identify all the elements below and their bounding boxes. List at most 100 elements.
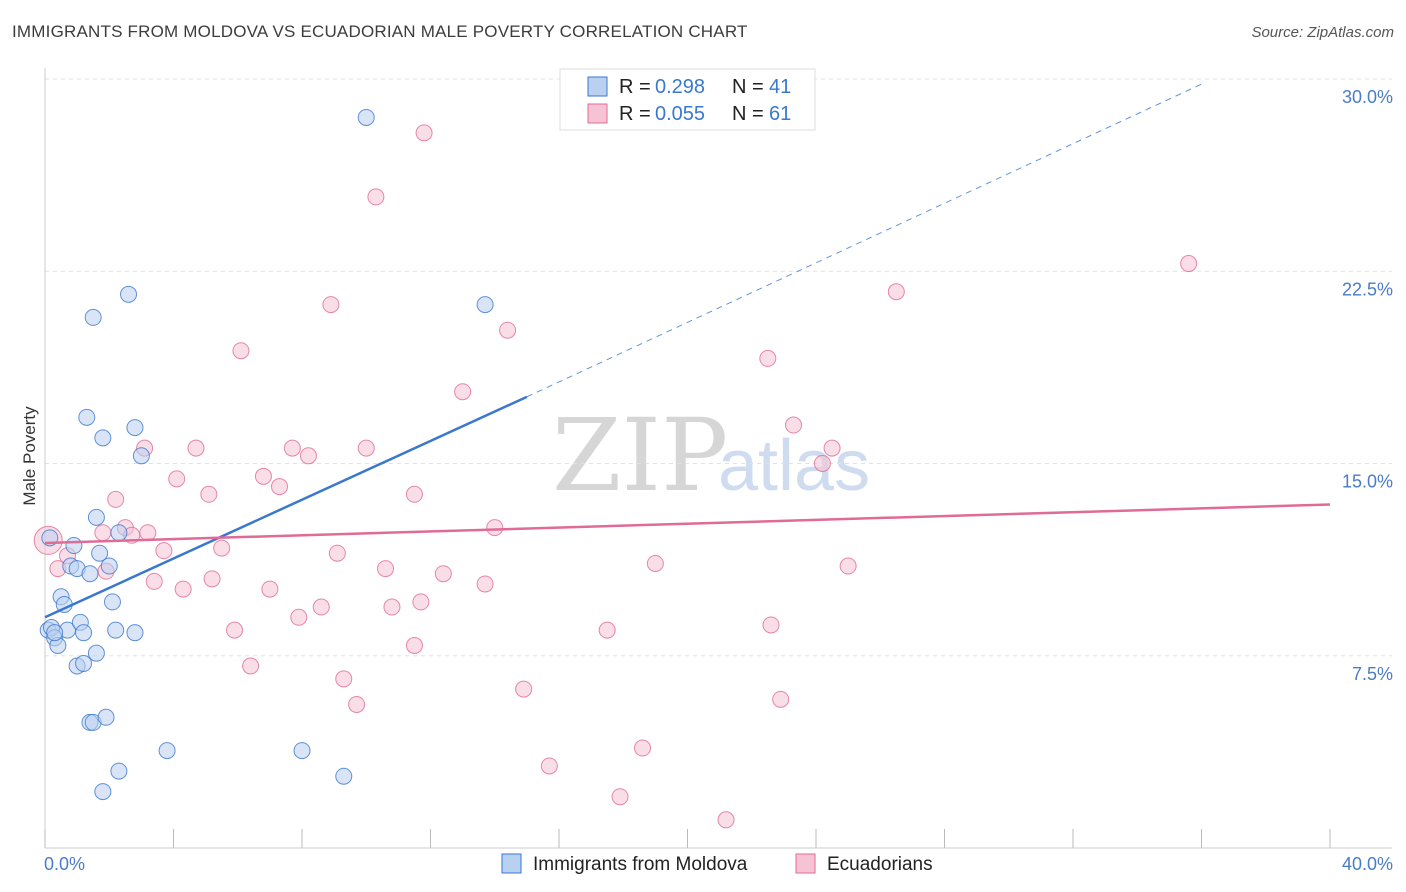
legend-n-label: N = bbox=[732, 76, 764, 98]
ecuadorian-point bbox=[322, 296, 340, 314]
moldova-point bbox=[158, 742, 176, 760]
moldova-point bbox=[126, 419, 144, 437]
bottom-legend-moldova: Immigrants from Moldova bbox=[533, 854, 748, 875]
ecuadorian-point bbox=[646, 554, 664, 572]
moldova-point bbox=[81, 565, 99, 583]
moldova-point bbox=[65, 537, 83, 555]
moldova-point bbox=[100, 557, 118, 575]
axes bbox=[44, 68, 1392, 849]
x-tick-label: 0.0% bbox=[44, 854, 85, 874]
ecuadorian-point bbox=[232, 342, 250, 360]
moldova-point bbox=[87, 644, 105, 662]
ecuadorian-point bbox=[412, 593, 430, 611]
watermark: ZIP atlas bbox=[552, 397, 870, 514]
ecuadorian-point bbox=[377, 560, 395, 578]
moldova-point bbox=[94, 429, 112, 447]
ecuadorian-point bbox=[598, 621, 616, 639]
moldova-trend-extension bbox=[526, 83, 1202, 398]
ecuadorian-point bbox=[839, 557, 857, 575]
legend-swatch-blue bbox=[587, 76, 608, 97]
ecuadorian-point bbox=[634, 739, 652, 757]
ecuadorian-point bbox=[823, 439, 841, 457]
ecuadorian-point bbox=[213, 539, 231, 557]
watermark-zip: ZIP bbox=[552, 397, 728, 514]
ecuadorian-point bbox=[405, 485, 423, 503]
ecuadorian-point bbox=[203, 570, 221, 588]
moldova-point bbox=[87, 508, 105, 526]
x-tick-labels: 0.0% 40.0% bbox=[44, 854, 1393, 874]
moldova-point bbox=[335, 767, 353, 785]
ecuadorian-point bbox=[261, 580, 279, 598]
ecuadorian-point bbox=[139, 524, 157, 542]
ecuadorian-point bbox=[174, 580, 192, 598]
legend-n-value: 61 bbox=[769, 103, 791, 125]
ecuadorian-point bbox=[348, 695, 366, 713]
moldova-point bbox=[126, 624, 144, 642]
grid bbox=[45, 78, 1392, 657]
bottom-legend: Immigrants from Moldova Ecuadorians bbox=[501, 853, 933, 875]
y-tick-label: 7.5% bbox=[1352, 664, 1393, 684]
ecuadorian-point bbox=[515, 680, 533, 698]
ecuadorian-point bbox=[887, 283, 905, 301]
legend-r-value: 0.055 bbox=[655, 103, 705, 125]
legend-r-label: R = bbox=[619, 103, 651, 125]
legend-swatch-pink bbox=[587, 103, 608, 124]
ecuadorian-point bbox=[415, 124, 433, 142]
y-axis-label: Male Poverty bbox=[20, 406, 39, 506]
moldova-point bbox=[75, 654, 93, 672]
legend: R = 0.298 N = 41 R = 0.055 N = 61 bbox=[559, 68, 816, 131]
ecuadorian-point bbox=[759, 349, 777, 367]
ecuadorian-point bbox=[335, 670, 353, 688]
ecuadorian-point bbox=[367, 188, 385, 206]
y-tick-label: 22.5% bbox=[1342, 279, 1393, 299]
chart-title: IMMIGRANTS FROM MOLDOVA VS ECUADORIAN MA… bbox=[12, 22, 748, 41]
ecuadorian-point bbox=[357, 439, 375, 457]
source-label: Source: ZipAtlas.com bbox=[1251, 24, 1394, 41]
moldova-point bbox=[110, 524, 128, 542]
moldova-point bbox=[120, 285, 138, 303]
ecuadorian-point bbox=[283, 439, 301, 457]
moldova-point bbox=[94, 783, 112, 801]
ecuadorian-point bbox=[434, 565, 452, 583]
ecuadorian-point bbox=[540, 757, 558, 775]
ecuadorian-point bbox=[226, 621, 244, 639]
ecuadorian-point bbox=[1180, 255, 1198, 273]
ecuadorian-point bbox=[611, 788, 629, 806]
ecuadorian-point bbox=[476, 575, 494, 593]
moldova-point bbox=[476, 296, 494, 314]
bottom-legend-swatch-blue bbox=[501, 853, 522, 874]
trend-lines bbox=[44, 83, 1331, 619]
moldova-point bbox=[97, 708, 115, 726]
ecuadorian-point bbox=[168, 470, 186, 488]
ecuadorian-point bbox=[155, 542, 173, 560]
ecuadorian-point bbox=[200, 485, 218, 503]
ecuadorian-point bbox=[785, 416, 803, 434]
legend-r-label: R = bbox=[619, 76, 651, 98]
bottom-legend-swatch-pink bbox=[795, 853, 816, 874]
legend-n-value: 41 bbox=[769, 76, 791, 98]
legend-r-value: 0.298 bbox=[655, 76, 705, 98]
moldova-point bbox=[107, 621, 125, 639]
ecuadorian-point bbox=[254, 467, 272, 485]
moldova-point bbox=[84, 308, 102, 326]
ecuadorian-point bbox=[383, 598, 401, 616]
ecuadorian-point bbox=[271, 478, 289, 496]
ecuadorian-point bbox=[405, 636, 423, 654]
moldova-point bbox=[357, 108, 375, 126]
ecuadorian-point bbox=[717, 811, 735, 829]
x-tick-label: 40.0% bbox=[1342, 854, 1393, 874]
ecuadorian-trend-line bbox=[44, 503, 1331, 545]
moldova-point bbox=[110, 762, 128, 780]
y-tick-labels: 7.5% 15.0% 22.5% 30.0% bbox=[1342, 87, 1393, 684]
moldova-point bbox=[293, 742, 311, 760]
ecuadorian-point bbox=[499, 321, 517, 339]
moldova-point bbox=[91, 544, 109, 562]
moldova-point bbox=[78, 408, 96, 426]
ecuadorian-point bbox=[762, 616, 780, 634]
y-tick-label: 15.0% bbox=[1342, 472, 1393, 492]
ecuadorian-point bbox=[312, 598, 330, 616]
ecuadorian-point bbox=[187, 439, 205, 457]
watermark-atlas: atlas bbox=[718, 426, 870, 506]
ecuadorian-point bbox=[242, 657, 260, 675]
